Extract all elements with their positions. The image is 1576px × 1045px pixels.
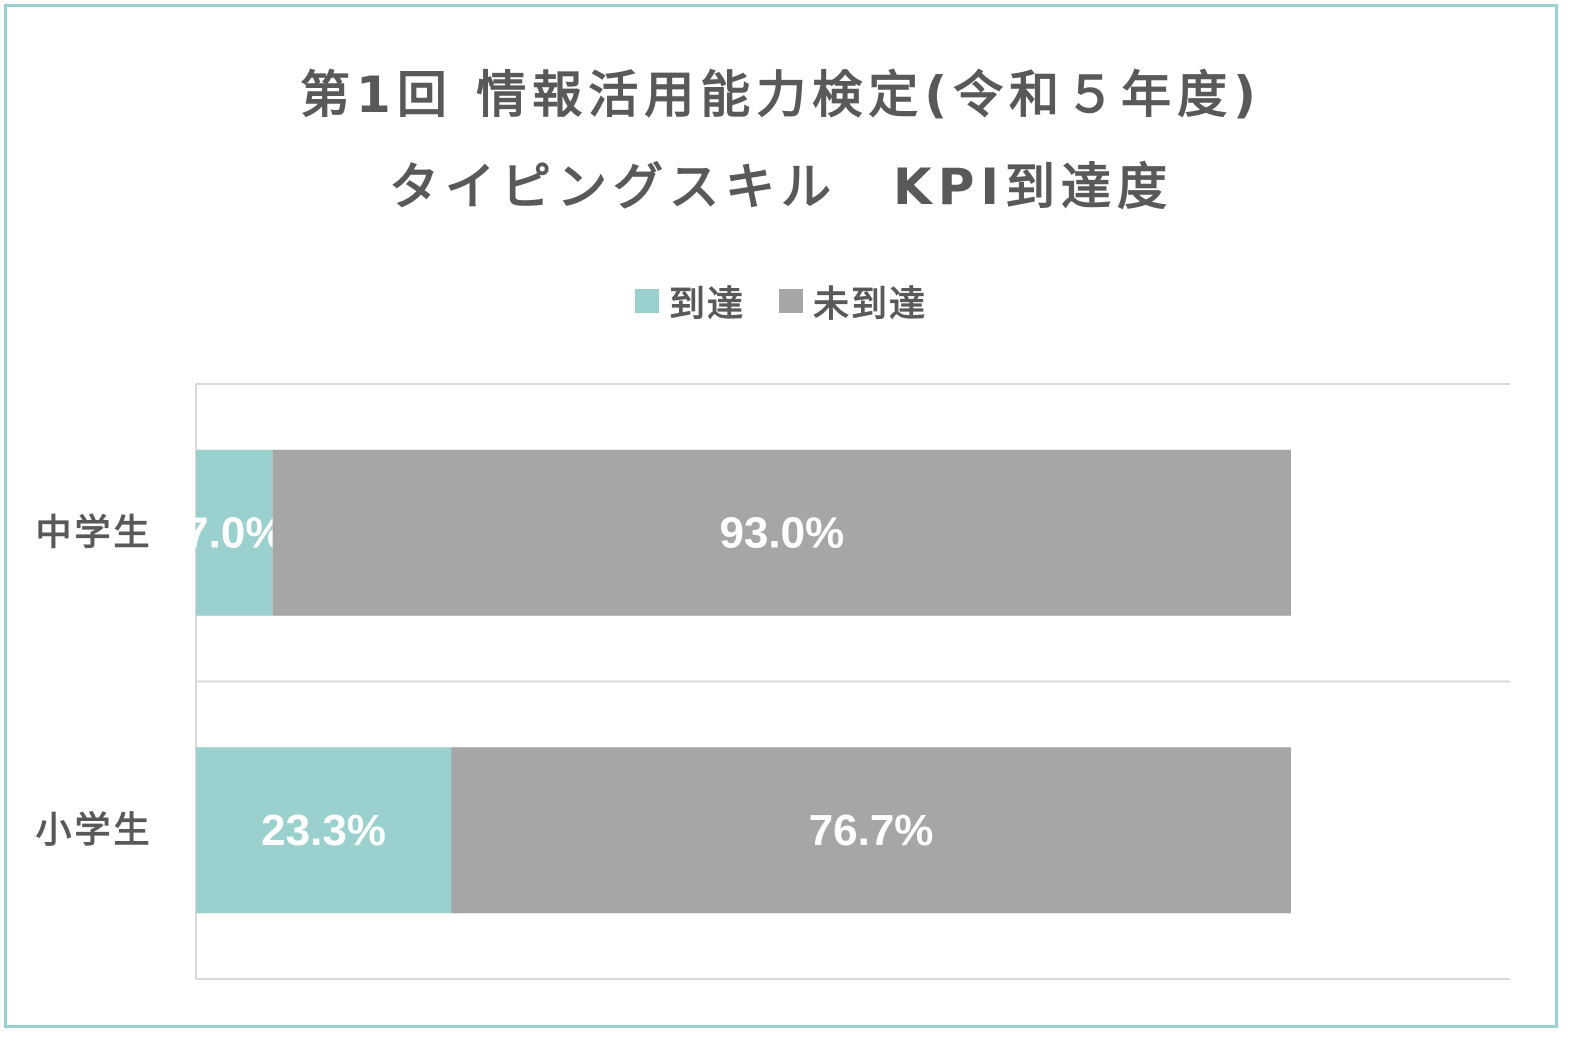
legend-label-reached: 到達: [668, 284, 745, 325]
bar-segment: [272, 449, 1291, 616]
legend-label-not-reached: 未到達: [813, 284, 928, 325]
legend-swatch-not-reached: [779, 289, 803, 313]
chart-subtitle: タイピングスキル KPI到達度: [389, 158, 1173, 216]
data-label: 7.0%: [184, 508, 284, 557]
legend-item-reached: 到達: [634, 275, 745, 327]
category-label: 中学生: [35, 511, 152, 553]
legend-swatch-reached: [634, 289, 659, 313]
data-label: 23.3%: [261, 806, 386, 855]
bar-segment: [451, 747, 1291, 914]
category-label: 小学生: [35, 809, 152, 851]
bar-segment: [196, 747, 452, 914]
bar-segment: [196, 449, 273, 616]
data-label: 93.0%: [719, 508, 844, 557]
data-label: 76.7%: [809, 806, 934, 855]
legend-item-not-reached: 未到達: [779, 275, 927, 327]
chart-title: 第1回 情報活用能力検定(令和５年度): [300, 66, 1262, 124]
chart-legend: 到達 未到達: [7, 275, 1555, 327]
